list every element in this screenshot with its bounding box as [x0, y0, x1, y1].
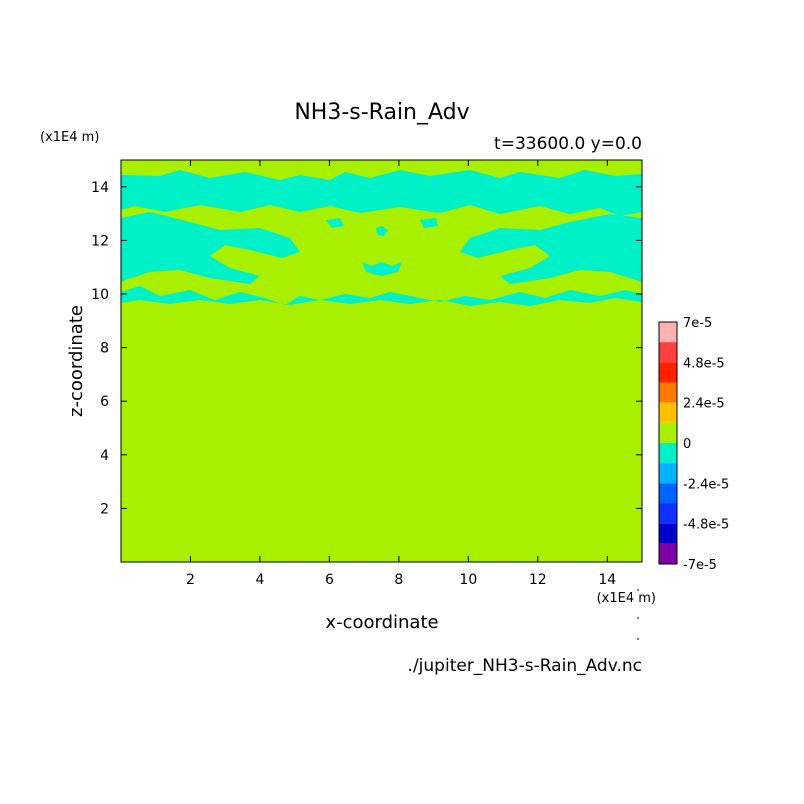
chart-subtitle: t=33600.0 y=0.0	[494, 134, 642, 154]
colorbar-segment	[659, 342, 677, 363]
colorbar-segment	[659, 362, 677, 383]
anomaly-patch	[362, 262, 402, 276]
colorbar-frame	[658, 321, 678, 565]
colorbar-segment	[659, 322, 677, 343]
x-tick-label: 12	[529, 572, 547, 588]
colorbar-segment	[659, 382, 677, 403]
y-tick-label: 10	[91, 287, 109, 303]
x-axis: 2 4 6 8 10 12 14	[186, 160, 616, 588]
y-tick-label: 14	[91, 180, 109, 196]
colorbar-tick-label: 0	[683, 437, 691, 452]
colorbar-segment	[659, 443, 677, 464]
colorbar-segment	[659, 483, 677, 504]
anomaly-region	[121, 170, 642, 306]
colorbar-tick-label: -2.4e-5	[683, 477, 729, 492]
y-axis: 2 4 6 8 10 12 14	[91, 180, 642, 517]
anomaly-patch	[121, 212, 300, 284]
colorbar-segment	[659, 463, 677, 484]
colorbar-tick-label: -7e-5	[683, 558, 717, 573]
x-tick-label: 2	[186, 572, 195, 588]
y-tick-label: 4	[100, 448, 109, 464]
colorbar-segment	[659, 402, 677, 423]
colorbar-tick-label: 2.4e-5	[683, 397, 725, 412]
colorbar-segment	[659, 422, 677, 443]
y-tick-label: 2	[100, 501, 109, 517]
y-tick-label: 6	[100, 394, 109, 410]
colorbar-tick-label: 4.8e-5	[683, 356, 725, 371]
anomaly-patch	[460, 214, 642, 284]
x-tick-label: 6	[325, 572, 334, 588]
x-axis-label: x-coordinate	[325, 612, 438, 633]
field-background	[121, 160, 642, 562]
plot-frame	[120, 159, 643, 563]
y-tick-label: 8	[100, 341, 109, 357]
heatmap-field	[121, 160, 642, 562]
colorbar-segment	[659, 543, 677, 564]
anomaly-patch	[420, 218, 438, 228]
colorbar: 7e-5 4.8e-5 2.4e-5 0 -2.4e-5 -4.8e-5 -7e-5	[658, 316, 729, 573]
chart-title: NH3-s-Rain_Adv	[294, 100, 469, 125]
anomaly-patch	[326, 218, 344, 228]
anomaly-patch	[376, 226, 388, 236]
x-tick-label: 14	[598, 572, 616, 588]
y-unit-label: (x1E4 m)	[40, 130, 99, 145]
anomaly-patch	[121, 170, 642, 216]
colorbar-segment	[659, 503, 677, 524]
anomaly-patch	[121, 286, 642, 306]
colorbar-tick-label: -4.8e-5	[683, 518, 729, 533]
y-axis-label: z-coordinate	[66, 305, 87, 417]
x-tick-label: 8	[394, 572, 403, 588]
colorbar-segment	[659, 523, 677, 544]
source-file-label: ./jupiter_NH3-s-Rain_Adv.nc	[408, 656, 642, 676]
x-unit-label: (x1E4 m)	[597, 591, 656, 606]
x-tick-label: 10	[459, 572, 477, 588]
y-tick-label: 12	[91, 233, 109, 249]
colorbar-tick-label: 7e-5	[683, 316, 712, 331]
x-tick-label: 4	[255, 572, 264, 588]
